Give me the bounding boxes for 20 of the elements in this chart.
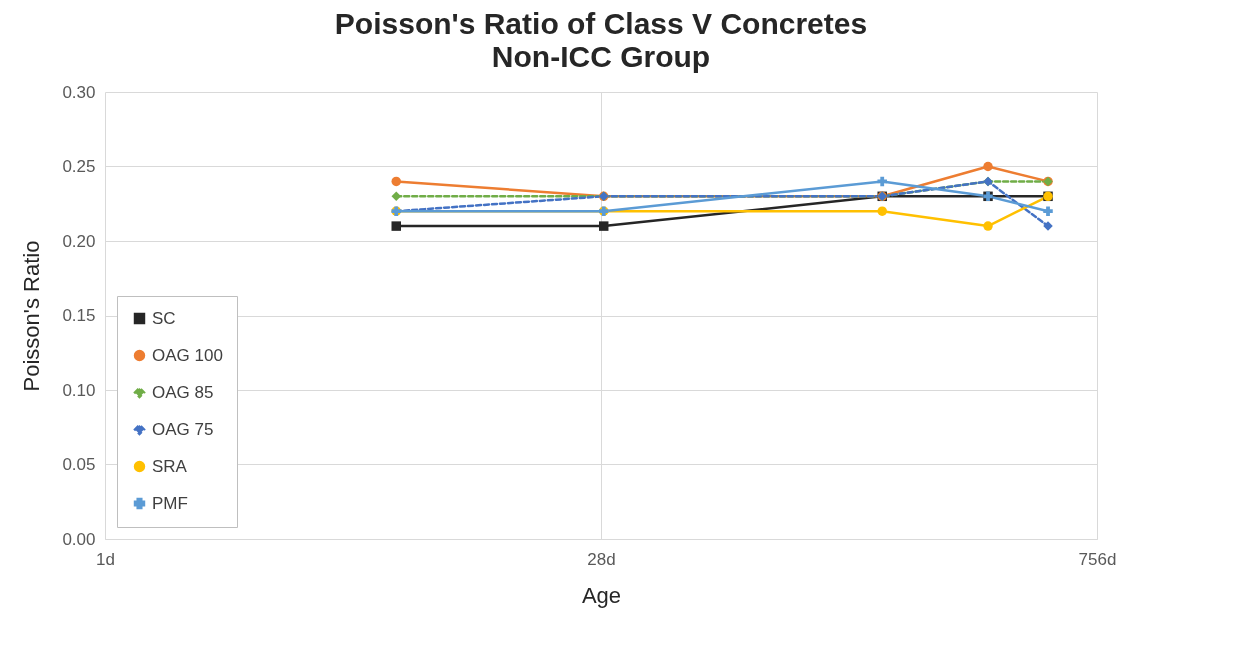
x-tick-label: 1d — [96, 549, 115, 569]
legend-label: SC — [152, 308, 176, 328]
legend-label: OAG 75 — [152, 419, 214, 439]
legend-label: OAG 100 — [152, 345, 223, 365]
y-tick-label: 0.20 — [62, 231, 96, 251]
y-tick-label: 0.10 — [62, 380, 96, 400]
y-tick-label: 0.25 — [62, 157, 96, 176]
y-tick-label: 0.05 — [62, 455, 96, 474]
x-tick-label: 756d — [1078, 549, 1117, 569]
x-axis-title: Age — [581, 582, 622, 608]
chart-title: Poisson's Ratio of Class V Concretes — [334, 7, 868, 40]
legend-label: OAG 85 — [152, 382, 214, 402]
legend-label: SRA — [152, 456, 188, 476]
y-tick-label: 0.30 — [62, 82, 96, 102]
x-tick-label: 28d — [587, 549, 616, 569]
y-tick-label: 0.00 — [62, 529, 96, 549]
y-axis-title: Poisson's Ratio — [19, 240, 45, 392]
chart-subtitle: Non-ICC Group — [491, 40, 711, 73]
y-tick-label: 0.15 — [62, 306, 96, 325]
legend-label: PMF — [152, 493, 188, 513]
